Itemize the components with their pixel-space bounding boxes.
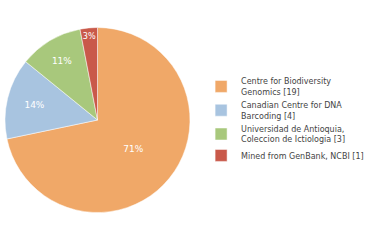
svg-text:14%: 14% [24,100,44,110]
svg-text:Mined from GenBank, NCBI [1]: Mined from GenBank, NCBI [1] [241,152,364,161]
svg-text:Universidad de Antioquia,Colec: Universidad de Antioquia,Coleccion de Ic… [241,125,345,144]
svg-text:71%: 71% [123,144,143,154]
svg-text:11%: 11% [52,56,72,66]
svg-text:Centre for BiodiversityGenomic: Centre for BiodiversityGenomics [19] [241,77,331,96]
svg-text:3%: 3% [83,31,96,41]
svg-text:Canadian Centre for DNABarcodi: Canadian Centre for DNABarcoding [4] [241,101,342,120]
